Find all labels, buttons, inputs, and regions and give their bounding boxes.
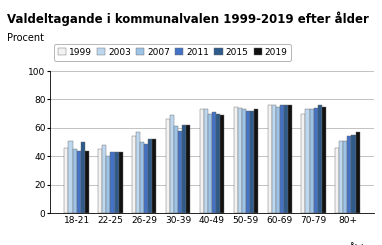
Bar	[288, 105, 292, 213]
Legend: 1999, 2003, 2007, 2011, 2015, 2019: 1999, 2003, 2007, 2011, 2015, 2019	[54, 44, 291, 61]
Bar	[110, 152, 115, 213]
Bar	[85, 151, 89, 213]
Bar	[246, 111, 250, 213]
Bar	[182, 125, 186, 213]
Bar	[107, 156, 110, 213]
Bar	[174, 126, 178, 213]
Bar	[77, 151, 81, 213]
Bar	[351, 135, 356, 213]
Bar	[250, 111, 254, 213]
Bar	[339, 141, 343, 213]
Bar	[234, 107, 238, 213]
Bar	[317, 105, 322, 213]
Bar	[208, 114, 212, 213]
Bar	[272, 105, 276, 213]
Text: Valdeltagande i kommunalvalen 1999-2019 efter ålder: Valdeltagande i kommunalvalen 1999-2019 …	[8, 11, 369, 26]
Bar	[186, 125, 190, 213]
Bar	[347, 136, 351, 213]
Bar	[170, 115, 174, 213]
Bar	[242, 110, 246, 213]
Bar	[136, 132, 140, 213]
Bar	[144, 144, 148, 213]
Bar	[280, 105, 284, 213]
Bar	[267, 105, 272, 213]
Bar	[102, 145, 107, 213]
Bar	[140, 142, 144, 213]
Bar	[81, 142, 85, 213]
Bar	[73, 149, 77, 213]
Bar	[238, 108, 242, 213]
Bar	[98, 149, 102, 213]
Bar	[306, 110, 309, 213]
Bar	[335, 148, 339, 213]
Bar	[216, 114, 220, 213]
Bar	[284, 105, 288, 213]
Bar	[254, 110, 258, 213]
Bar	[309, 110, 314, 213]
Bar	[343, 141, 347, 213]
Bar	[178, 131, 182, 213]
Bar	[118, 152, 123, 213]
Bar	[152, 139, 157, 213]
Bar	[166, 119, 170, 213]
Bar	[115, 152, 118, 213]
Bar	[68, 141, 73, 213]
Bar	[65, 148, 68, 213]
Bar	[132, 136, 136, 213]
Bar	[322, 107, 326, 213]
Bar	[276, 107, 280, 213]
Bar	[212, 112, 216, 213]
Bar	[148, 139, 152, 213]
Bar	[200, 110, 204, 213]
Bar	[314, 108, 317, 213]
Bar	[356, 132, 359, 213]
Text: Procent: Procent	[8, 33, 44, 43]
Bar	[220, 115, 224, 213]
Bar	[301, 114, 306, 213]
Bar	[204, 110, 208, 213]
